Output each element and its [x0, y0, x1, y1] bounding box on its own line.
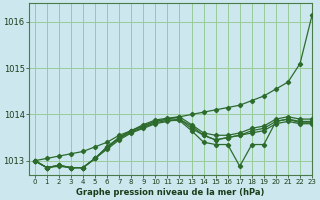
X-axis label: Graphe pression niveau de la mer (hPa): Graphe pression niveau de la mer (hPa): [76, 188, 265, 197]
